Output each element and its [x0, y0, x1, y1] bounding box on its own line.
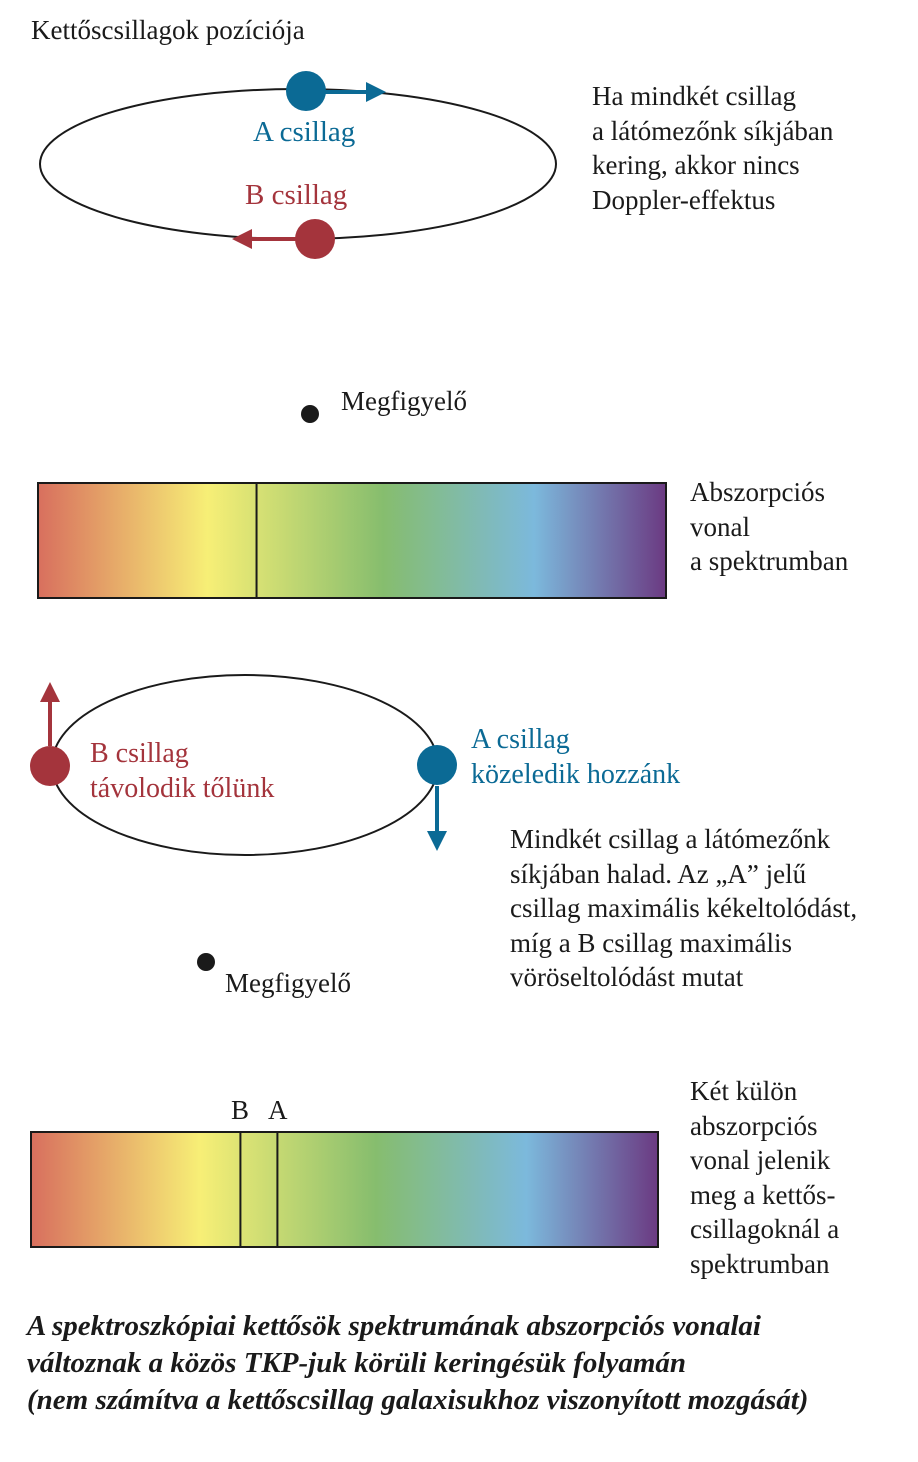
star-b-label-top: B csillag	[245, 179, 348, 211]
observer-dot-middle	[197, 953, 215, 971]
spectrum-bar-1	[37, 482, 667, 599]
note-line: kering, akkor nincs	[592, 150, 800, 180]
line-a-marker: A	[268, 1095, 288, 1125]
diagram-title: Kettőscsillagok pozíciója	[31, 15, 305, 45]
shift-explanation-note: Mindkét csillag a látómezőnk síkjában ha…	[510, 822, 857, 995]
star-a-middle	[417, 745, 457, 785]
orbit-top	[39, 88, 557, 240]
line-b-marker: B	[231, 1095, 250, 1125]
label-line: vonal	[690, 511, 750, 542]
caption-line: A spektroszkópiai kettősök spektrumának …	[27, 1310, 761, 1342]
caption-line: (nem számítva a kettőscsillag galaxisukh…	[27, 1384, 809, 1416]
note-line: vöröseltolódást mutat	[510, 962, 744, 992]
label-line: távolodik tőlünk	[90, 772, 275, 804]
no-doppler-note: Ha mindkét csillag a látómezőnk síkjában…	[592, 79, 833, 217]
spectrum-1-label: Abszorpciós vonal a spektrumban	[690, 475, 848, 579]
note-line: csillag maximális kékeltolódást,	[510, 893, 858, 923]
star-a-label-top: A csillag	[253, 116, 356, 148]
spectrum-bar-2	[30, 1131, 659, 1248]
caption-line: változnak a közös TKP-juk körüli keringé…	[27, 1347, 687, 1379]
star-b-middle	[30, 746, 70, 786]
label-line: spektrumban	[690, 1248, 830, 1279]
star-a-top	[286, 71, 326, 111]
label-line: csillagoknál a	[690, 1214, 840, 1244]
note-line: a látómezőnk síkjában	[592, 115, 834, 146]
note-line: míg a B csillag maximális	[510, 927, 792, 958]
observer-dot-top	[301, 405, 319, 423]
label-line: Két külön	[690, 1076, 798, 1106]
label-line: A csillag	[471, 724, 570, 755]
note-line: Mindkét csillag a látómezőnk	[510, 824, 831, 854]
note-line: Ha mindkét csillag	[592, 81, 796, 111]
label-line: B csillag	[90, 738, 189, 769]
label-line: vonal jelenik	[690, 1145, 831, 1175]
label-line: meg a kettős-	[690, 1179, 836, 1210]
note-line: Doppler-effektus	[592, 184, 776, 215]
label-line: Abszorpciós	[690, 477, 825, 507]
star-b-top	[295, 219, 335, 259]
note-line: síkjában halad. Az „A” jelű	[510, 858, 807, 889]
label-line: a spektrumban	[690, 546, 849, 576]
spectrum-2-label: Két külön abszorpciós vonal jelenik meg …	[690, 1074, 839, 1281]
star-b-label-middle: B csillag távolodik tőlünk	[90, 737, 274, 806]
star-a-label-middle: A csillag közeledik hozzánk	[471, 723, 680, 792]
label-line: közeledik hozzánk	[471, 758, 681, 790]
label-line: abszorpciós	[690, 1110, 818, 1141]
observer-label-middle: Megfigyelő	[225, 968, 351, 998]
observer-label-top: Megfigyelő	[341, 386, 467, 416]
figure-caption: A spektroszkópiai kettősök spektrumának …	[27, 1308, 808, 1419]
